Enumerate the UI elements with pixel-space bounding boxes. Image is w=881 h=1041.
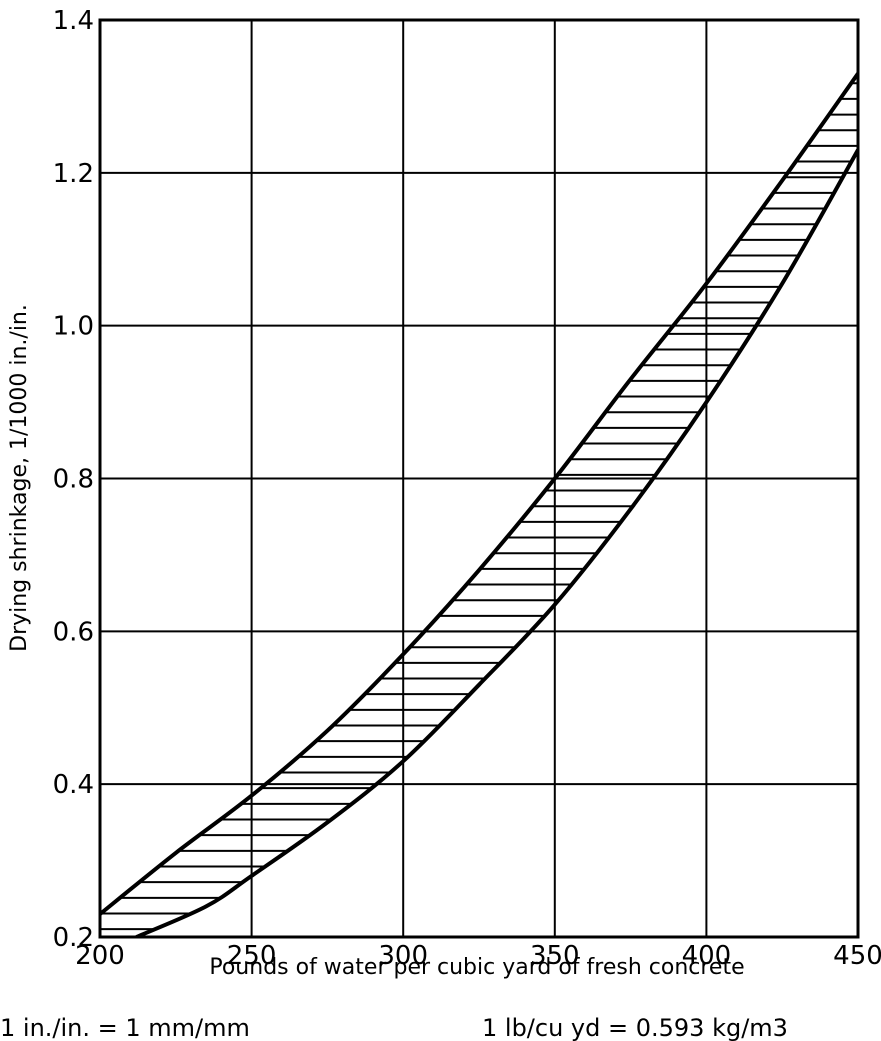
- x-tick-label-1: 250: [227, 941, 277, 971]
- footnote-right: 1 lb/cu yd = 0.593 kg/m3: [482, 1014, 788, 1041]
- y-tick-label-1: 0.4: [53, 770, 94, 800]
- y-tick-labels: 0.2 0.4 0.6 0.8 1.0 1.2 1.4: [53, 6, 94, 953]
- band-curves: [100, 72, 858, 937]
- x-tick-label-3: 350: [530, 941, 580, 971]
- y-tick-label-6: 1.4: [53, 6, 94, 36]
- y-tick-label-0: 0.2: [53, 923, 94, 953]
- x-tick-label-5: 450: [833, 941, 881, 971]
- y-tick-label-2: 0.6: [53, 617, 94, 647]
- lower-curve: [135, 148, 858, 937]
- plot-frame: [98, 18, 860, 939]
- x-axis-title: Pounds of water per cubic yard of fresh …: [209, 955, 744, 980]
- x-tick-label-2: 300: [378, 941, 428, 971]
- upper-curve: [100, 72, 858, 916]
- x-tick-labels: 200 250 300 350 400 450: [75, 941, 881, 971]
- shrinkage-band: [100, 82, 858, 931]
- footnote-left: 1 in./in. = 1 mm/mm: [0, 1014, 250, 1041]
- y-axis-title: Drying shrinkage, 1/1000 in./in.: [7, 304, 32, 652]
- y-tick-label-5: 1.2: [53, 159, 94, 189]
- y-tick-label-4: 1.0: [53, 312, 94, 342]
- grid: [99, 19, 859, 938]
- x-tick-label-0: 200: [75, 941, 125, 971]
- x-tick-label-4: 400: [682, 941, 732, 971]
- y-tick-label-3: 0.8: [53, 465, 94, 495]
